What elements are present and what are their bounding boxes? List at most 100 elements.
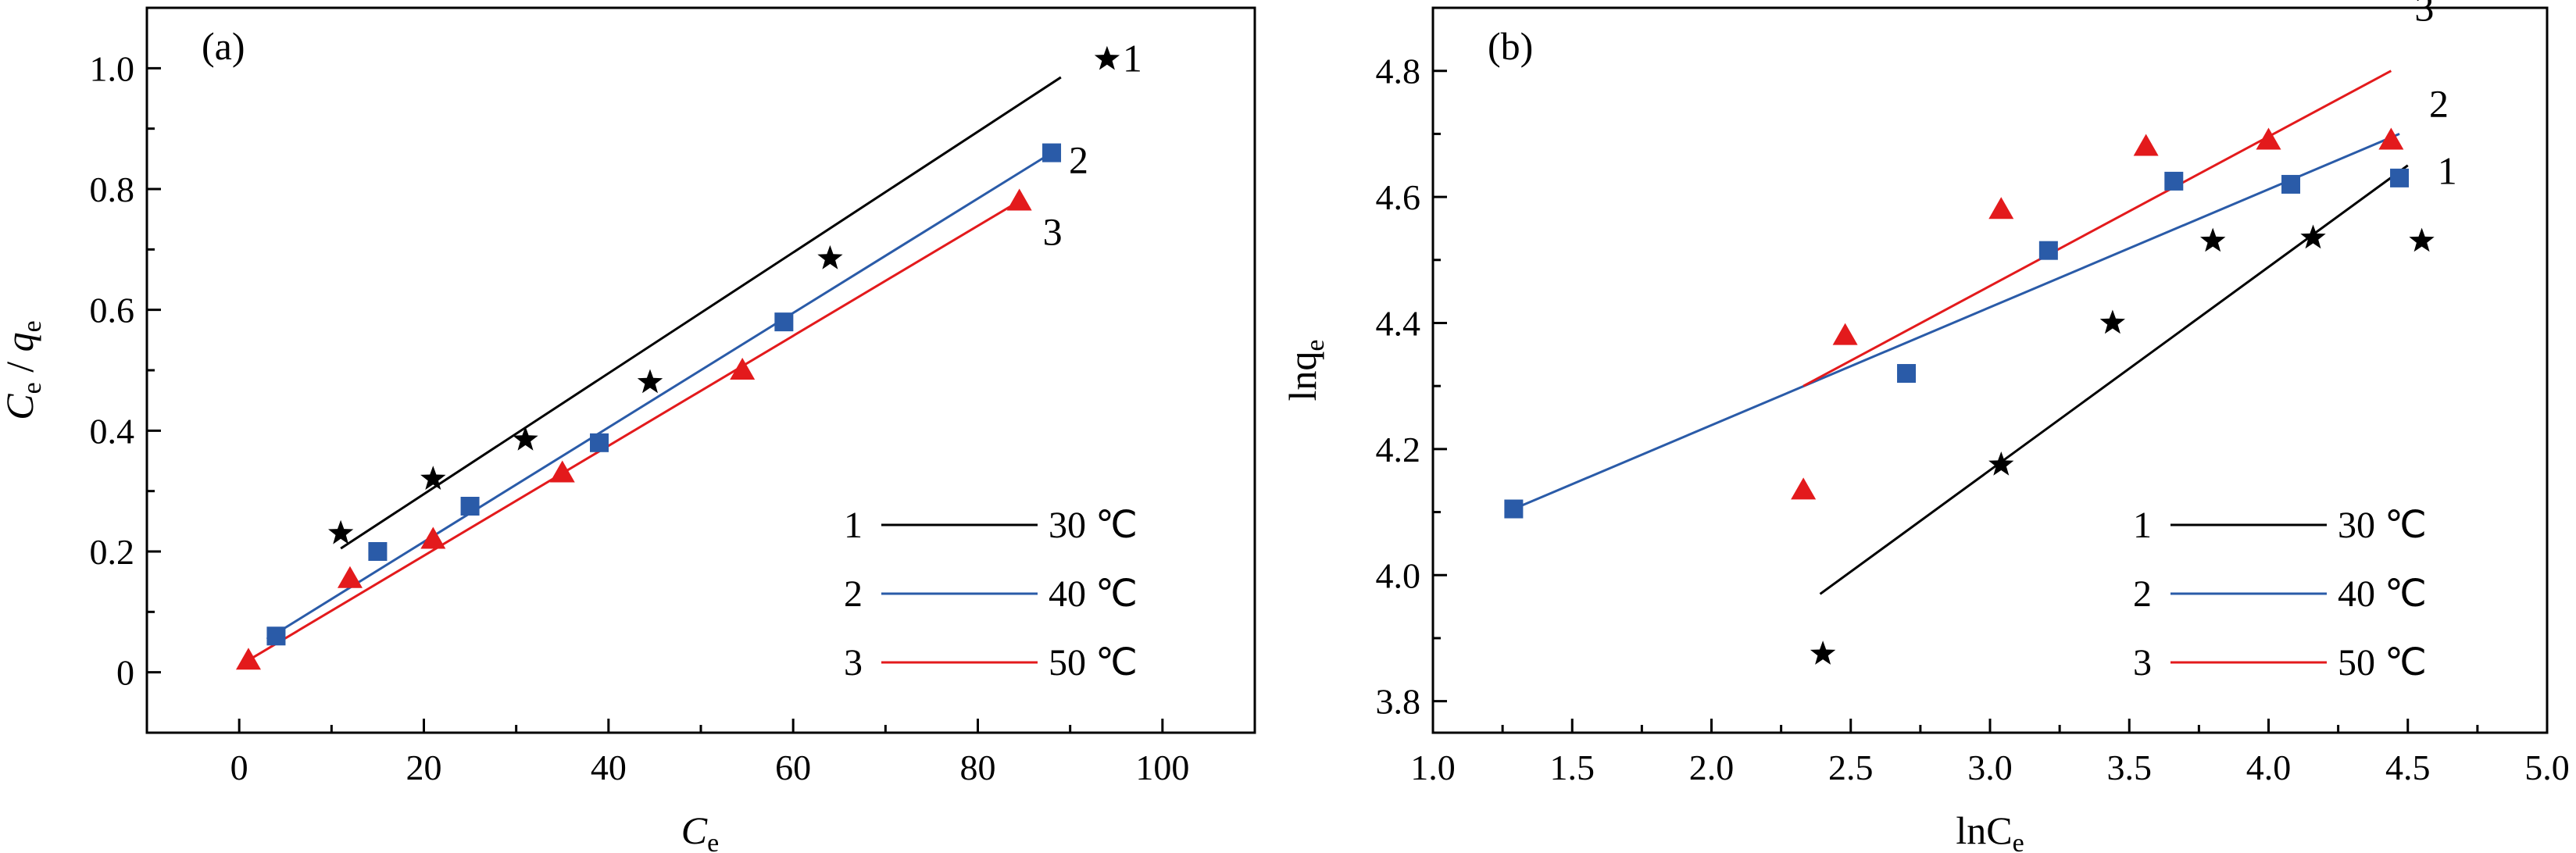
series-3-point-4 — [730, 358, 756, 380]
x-axis-title-b: lnCe — [1956, 808, 2024, 853]
x-tick-label: 60 — [775, 748, 811, 787]
series-3-point-5 — [1006, 188, 1032, 211]
y-tick-label: 0.6 — [90, 291, 135, 330]
x-tick-label: 3.0 — [1967, 748, 2013, 787]
series-2-point-3 — [2164, 171, 2184, 191]
y-tick-label: 4.2 — [1376, 430, 1421, 469]
x-tick-label: 4.0 — [2246, 748, 2292, 787]
legend-label-3: 50 ℃ — [2338, 642, 2427, 683]
legend-number-2: 2 — [2133, 573, 2152, 615]
series-number-label-1: 1 — [2438, 149, 2457, 193]
series-2-point-4 — [774, 312, 794, 332]
series-2-point-4 — [2281, 174, 2301, 194]
series-number-label-1: 1 — [1123, 37, 1142, 80]
x-tick-label: 3.5 — [2107, 748, 2153, 787]
fit-lines-a — [248, 76, 1062, 662]
series-2-point-1 — [368, 542, 388, 561]
fit-line-3 — [1802, 70, 2392, 387]
series-3-point-0 — [235, 648, 261, 670]
series-1-point-5 — [2409, 227, 2435, 252]
series-2-point-1 — [1897, 364, 1917, 384]
legend-number-2: 2 — [844, 573, 863, 615]
series-1-point-1 — [1988, 451, 2014, 476]
x-tick-label: 20 — [406, 748, 442, 787]
series-3-point-2 — [1988, 197, 2014, 219]
series-1-point-4 — [2300, 224, 2326, 249]
x-ticks-b: 1.0 1.5 2.0 2.5 3.0 3.5 4.0 4.5 5.0 — [1410, 719, 2570, 787]
x-tick-label: 100 — [1135, 748, 1189, 787]
series-1-point-3 — [637, 369, 663, 394]
series-2-point-0 — [266, 626, 286, 646]
panel-a: 0 20 40 60 80 100 00.20.40.60.81.0 123 1 30 ℃2… — [0, 6, 1256, 853]
y-tick-label: 0.8 — [90, 170, 135, 209]
series-labels-b: 1 2 3 — [2414, 0, 2456, 193]
legend-number-3: 3 — [2133, 642, 2152, 683]
y-tick-label: 4.4 — [1376, 303, 1421, 343]
series-2-point-2 — [2038, 241, 2058, 260]
data-points-a — [235, 45, 1120, 670]
series-number-label-2: 2 — [1069, 138, 1088, 182]
x-tick-label: 80 — [960, 748, 996, 787]
legend-number-1: 1 — [2133, 505, 2152, 546]
x-tick-label: 5.0 — [2524, 748, 2570, 787]
series-2-point-0 — [1504, 499, 1524, 519]
fit-line-2 — [266, 152, 1052, 641]
legend-label-1: 30 ℃ — [1049, 505, 1138, 546]
series-number-label-3: 3 — [1043, 209, 1063, 253]
data-points-b — [1504, 127, 2435, 665]
fit-line-1 — [340, 76, 1062, 550]
y-tick-label: 0 — [116, 653, 134, 693]
y-tick-label: 3.8 — [1376, 682, 1421, 722]
panel-b: 1.0 1.5 2.0 2.5 3.0 3.5 4.0 4.5 5.0 3.8 4.0 4.2 4.4… — [1281, 0, 2570, 853]
series-3-point-2 — [420, 526, 446, 549]
x-tick-label: 2.0 — [1689, 748, 1735, 787]
legend-a: 1 30 ℃ 2 40 ℃ 3 50 ℃ — [844, 505, 1138, 683]
x-tick-label: 2.5 — [1828, 748, 1874, 787]
series-3-point-3 — [549, 460, 575, 483]
fit-line-3 — [248, 200, 1020, 662]
fit-line-2 — [1513, 133, 2400, 510]
series-1-point-0 — [328, 519, 354, 544]
y-tick-label: 4.8 — [1376, 52, 1421, 91]
x-ticks-a: 0 20 40 60 80 100 — [145, 719, 1256, 787]
x-tick-label: 1.5 — [1550, 748, 1595, 787]
series-labels-a: 1 23 — [1043, 37, 1142, 254]
y-tick-label: 0.2 — [90, 532, 135, 572]
legend-number-3: 3 — [844, 642, 863, 683]
x-tick-label: 1.0 — [1410, 748, 1456, 787]
series-number-label-2: 2 — [2429, 81, 2449, 125]
panel-label-a: (a) — [202, 24, 245, 68]
legend-label-2: 40 ℃ — [2338, 573, 2427, 615]
y-tick-label: 0.4 — [90, 411, 135, 451]
series-3-point-1 — [1832, 323, 1858, 345]
series-1-point-5 — [1094, 45, 1120, 70]
series-1-point-2 — [513, 426, 538, 451]
legend-label-1: 30 ℃ — [2338, 505, 2427, 546]
legend-label-3: 50 ℃ — [1049, 642, 1138, 683]
plot-frame-b — [1431, 6, 2549, 734]
series-3-point-4 — [2256, 127, 2281, 150]
series-2-point-2 — [460, 497, 480, 516]
x-tick-label: 0 — [230, 748, 248, 787]
y-ticks-a: 0 0.2 0.4 0.6 0.8 1.0 — [90, 6, 161, 734]
x-tick-label: 4.5 — [2385, 748, 2431, 787]
series-1-point-1 — [420, 466, 446, 490]
series-3-point-3 — [2133, 134, 2159, 156]
series-2-point-3 — [590, 433, 609, 452]
legend-number-1: 1 — [844, 505, 863, 546]
y-ticks-b: 3.8 4.0 4.2 4.4 4.6 4.8 — [1376, 6, 1447, 722]
x-axis-title-a: Ce — [681, 808, 719, 853]
series-1-point-4 — [817, 244, 843, 269]
x-tick-label: 40 — [591, 748, 627, 787]
series-3-point-0 — [1791, 477, 1817, 500]
legend-label-2: 40 ℃ — [1049, 573, 1138, 615]
legend-b: 1 30 ℃ 2 40 ℃ 3 50 ℃ — [2133, 505, 2427, 683]
series-number-label-3: 3 — [2414, 0, 2434, 30]
y-tick-label: 4.6 — [1376, 177, 1421, 217]
y-tick-label: 1.0 — [90, 48, 135, 88]
y-axis-title-b: lnqe — [1281, 340, 1330, 402]
panel-label-b: (b) — [1488, 24, 1533, 68]
series-2-point-5 — [2390, 168, 2410, 187]
series-2-point-5 — [1042, 143, 1062, 162]
